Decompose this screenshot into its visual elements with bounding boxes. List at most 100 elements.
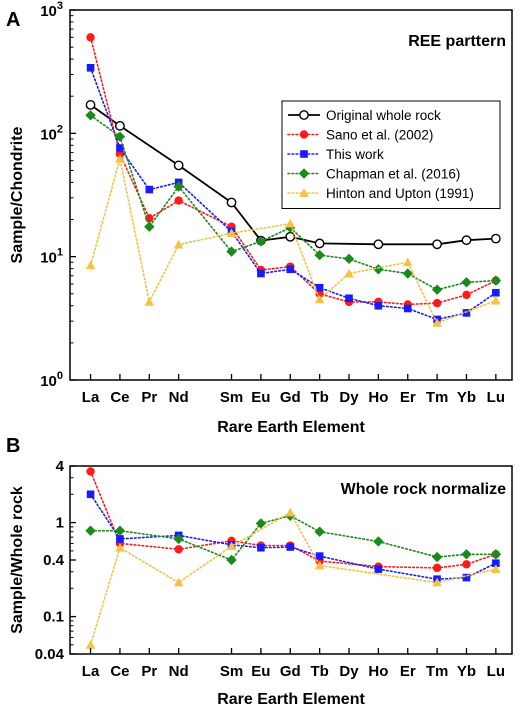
panel-a-data-point-chapman-et-al-2016 — [144, 221, 155, 232]
panel-a-x-axis-title: Rare Earth Element — [217, 419, 365, 436]
panel-a-x-tick-label-ce: Ce — [110, 389, 129, 406]
panel-a-data-point-hinton-and-upton-1991 — [402, 257, 413, 267]
panel-a-plot-frame — [69, 9, 513, 381]
legend-marker-hinton-and-upton-1991 — [299, 188, 309, 197]
panel-a-x-tick-label-eu: Eu — [251, 389, 270, 406]
panel-a-x-tick-label-gd: Gd — [280, 389, 301, 406]
panel-a-data-point-original-whole-rock — [490, 233, 501, 244]
panel-a-data-point-original-whole-rock — [461, 235, 472, 246]
panel-a-data-point-hinton-and-upton-1991 — [173, 239, 184, 249]
panel-b-y-tick-label: 0.1 — [43, 609, 64, 626]
panel-b-data-point-this-work — [492, 559, 500, 567]
panel-b-data-point-hinton-and-upton-1991 — [491, 564, 501, 573]
panel-b-y-tick-label: 4 — [56, 458, 65, 475]
legend-marker-original-whole-rock — [299, 110, 309, 120]
panel-b-label: B — [6, 435, 20, 457]
panel-a-data-point-this-work — [286, 265, 295, 274]
legend-label-original-whole-rock: Original whole rock — [326, 108, 441, 123]
panel-b-x-tick-label-sm: Sm — [220, 663, 243, 680]
panel-a-data-point-this-work — [145, 185, 154, 194]
panel-a-data-point-chapman-et-al-2016 — [314, 249, 325, 261]
panel-b-data-point-this-work — [286, 543, 295, 551]
panel-a-data-point-sano-et-al-2002 — [174, 196, 183, 205]
panel-a-series-hinton-and-upton-1991 — [85, 154, 501, 327]
panel-a-data-point-chapman-et-al-2016 — [85, 110, 96, 121]
legend-marker-this-work — [300, 150, 308, 158]
panel-b-data-point-chapman-et-al-2016 — [431, 551, 443, 563]
panel-b-data-point-hinton-and-upton-1991 — [314, 560, 325, 570]
panel-b-data-point-sano-et-al-2002 — [174, 545, 183, 554]
panel-a-data-point-hinton-and-upton-1991 — [491, 295, 501, 305]
panel-b-data-point-chapman-et-al-2016 — [373, 536, 384, 547]
panel-b-chart: B Sample/Whole rock Rare Earth Element W… — [6, 435, 513, 708]
panel-a-data-point-chapman-et-al-2016 — [461, 277, 472, 288]
panel-b-series-line-hinton-and-upton-1991 — [89, 511, 497, 646]
panel-a-series-line-sano-et-al-2002 — [89, 36, 497, 306]
panel-a-data-point-sano-et-al-2002 — [462, 290, 471, 300]
panel-a-data-point-original-whole-rock — [314, 238, 325, 249]
panel-a-data-point-this-work — [345, 294, 353, 303]
panel-a-data-point-chapman-et-al-2016 — [490, 275, 502, 286]
panel-b-data-point-hinton-and-upton-1991 — [173, 577, 184, 587]
panel-a-x-tick-label-nd: Nd — [169, 389, 189, 406]
panel-a-annotation: REE parttern — [408, 33, 506, 50]
panel-b-data-point-sano-et-al-2002 — [86, 467, 95, 476]
panel-a-data-point-this-work — [403, 304, 412, 313]
panel-b-x-tick-label-tm: Tm — [426, 663, 449, 680]
panel-a-series-chapman-et-al-2016 — [85, 110, 502, 295]
panel-a-data-point-this-work — [86, 63, 95, 72]
panel-b-x-tick-label-nd: Nd — [169, 663, 189, 680]
panel-a-x-tick-label-ho: Ho — [368, 389, 388, 406]
panel-a-data-point-chapman-et-al-2016 — [343, 253, 355, 265]
panel-a-x-tick-label-dy: Dy — [339, 389, 359, 406]
panel-b-data-point-this-work — [462, 573, 471, 582]
legend-label-hinton-and-upton-1991: Hinton and Upton (1991) — [326, 186, 474, 201]
panel-a-data-point-this-work — [492, 288, 500, 297]
panel-a-data-point-original-whole-rock — [285, 231, 296, 242]
panel-b-data-point-sano-et-al-2002 — [462, 560, 471, 569]
panel-a-data-point-hinton-and-upton-1991 — [144, 297, 155, 306]
panel-b-annotation: Whole rock normalize — [341, 481, 506, 498]
panel-a-data-point-original-whole-rock — [373, 239, 384, 250]
panel-b-x-tick-label-ce: Ce — [110, 663, 129, 680]
panel-b-y-axis-title: Sample/Whole rock — [9, 486, 26, 634]
panel-b-data-point-hinton-and-upton-1991 — [432, 577, 442, 587]
panel-b-data-point-chapman-et-al-2016 — [173, 533, 184, 545]
panel-a-x-tick-label-tb: Tb — [310, 389, 328, 406]
panel-a-data-point-original-whole-rock — [85, 100, 96, 110]
panel-a-data-point-hinton-and-upton-1991 — [85, 260, 96, 270]
panel-a-data-point-original-whole-rock — [432, 239, 443, 250]
panel-a-data-point-chapman-et-al-2016 — [226, 246, 237, 257]
panel-a-y-axis-title: Sample/Chondrite — [9, 126, 26, 263]
panel-a-data-point-chapman-et-al-2016 — [173, 181, 184, 192]
panel-a-y-tick-label: 102 — [40, 123, 63, 143]
panel-b-x-axis-title: Rare Earth Element — [217, 691, 365, 708]
panel-a-data-point-hinton-and-upton-1991 — [432, 318, 442, 327]
panel-a-data-point-chapman-et-al-2016 — [114, 131, 126, 142]
panel-a-y-tick-label: 103 — [40, 0, 63, 20]
legend-label-sano-et-al-2002: Sano et al. (2002) — [326, 128, 433, 143]
panel-b-x-tick-label-tb: Tb — [310, 663, 328, 680]
panel-b-data-point-this-work — [116, 535, 124, 543]
legend-box — [281, 100, 501, 209]
panel-b-data-point-hinton-and-upton-1991 — [85, 640, 96, 649]
panel-a-data-point-chapman-et-al-2016 — [373, 264, 384, 275]
panel-b-y-tick-label: 0.4 — [43, 552, 65, 569]
panel-a-data-point-sano-et-al-2002 — [315, 289, 324, 298]
panel-b-data-point-this-work — [86, 490, 95, 499]
panel-b-data-point-chapman-et-al-2016 — [85, 525, 96, 536]
panel-b-data-point-chapman-et-al-2016 — [114, 525, 126, 536]
panel-a-data-point-chapman-et-al-2016 — [402, 268, 413, 279]
panel-b-data-point-hinton-and-upton-1991 — [115, 542, 125, 552]
panel-b-data-point-chapman-et-al-2016 — [461, 549, 472, 560]
panel-b-x-tick-label-dy: Dy — [339, 663, 359, 680]
panel-b-data-point-sano-et-al-2002 — [432, 563, 442, 573]
panel-a-label: A — [6, 9, 20, 31]
panel-b-data-point-chapman-et-al-2016 — [314, 526, 325, 537]
panel-b-x-tick-label-er: Er — [400, 663, 416, 680]
panel-a-data-point-hinton-and-upton-1991 — [285, 218, 296, 228]
panel-b-y-tick-label: 1 — [56, 515, 64, 532]
panel-b-x-tick-label-gd: Gd — [280, 663, 301, 680]
panel-a-x-tick-label-yb: Yb — [457, 389, 476, 406]
